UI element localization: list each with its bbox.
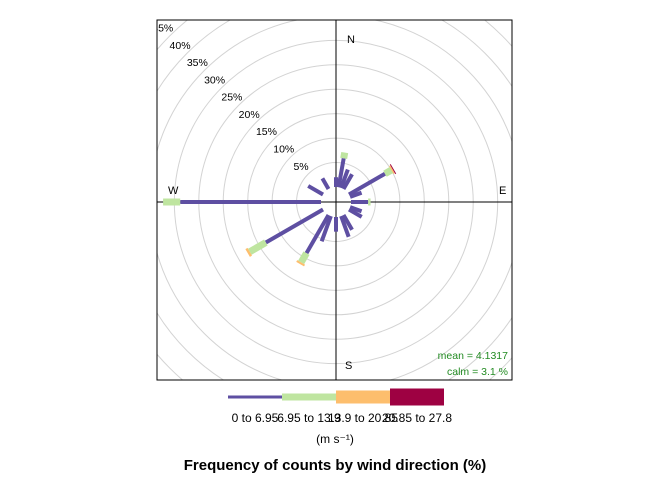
- r-tick-label: 10%: [273, 144, 294, 156]
- r-tick-label: 15%: [256, 126, 277, 138]
- annotation: calm = 3.1 %: [447, 366, 508, 378]
- annotation: mean = 4.1317: [438, 350, 509, 362]
- rose-segment: [347, 171, 386, 197]
- rose-segment: [349, 190, 363, 199]
- rose-segment: [340, 151, 349, 159]
- rose-segment: [341, 213, 354, 231]
- direction-label: W: [168, 185, 179, 197]
- direction-label: N: [347, 34, 355, 46]
- rose-segment: [245, 247, 253, 257]
- rose-segment: [296, 260, 306, 267]
- rose-segment: [341, 173, 354, 191]
- rose-segment: [336, 157, 346, 188]
- rose-segment: [383, 167, 394, 177]
- rose-segment: [298, 251, 310, 265]
- rose-segment: [339, 215, 351, 238]
- rose-segment: [389, 165, 395, 174]
- rose-segment: [304, 213, 331, 255]
- r-tick-label: 5%: [293, 161, 308, 173]
- rose-segment: [339, 168, 350, 189]
- rose-segment: [320, 177, 331, 191]
- chart-title: Frequency of counts by wind direction (%…: [184, 457, 487, 474]
- r-tick-label: 30%: [204, 74, 225, 86]
- legend-label: 13.9 to 20.85: [328, 411, 398, 425]
- panel-border: [156, 19, 513, 381]
- r-tick-label: 40%: [170, 40, 191, 52]
- rose-segment: [248, 239, 268, 255]
- legend-label: 20.85 to 27.8: [382, 411, 452, 425]
- legend-label: 6.95 to 13.9: [277, 411, 341, 425]
- r-tick-label: 25%: [221, 92, 242, 104]
- rose-segment: [307, 184, 325, 197]
- legend-label: 0 to 6.95: [232, 411, 279, 425]
- direction-label: E: [499, 185, 506, 197]
- r-tick-label: 45%: [152, 23, 173, 35]
- legend-title: (m s⁻¹): [316, 432, 354, 446]
- direction-label: S: [345, 360, 352, 372]
- r-tick-label: 35%: [187, 57, 208, 69]
- rose-segment: [349, 205, 363, 214]
- rose-segment: [319, 215, 333, 243]
- r-tick-label: 20%: [239, 109, 260, 121]
- rose-segment: [347, 207, 363, 219]
- plot-area: 5% 10% 15% 20% 25% 30% 35% 40% 45%: [152, 20, 512, 380]
- rose-segment: [264, 207, 325, 245]
